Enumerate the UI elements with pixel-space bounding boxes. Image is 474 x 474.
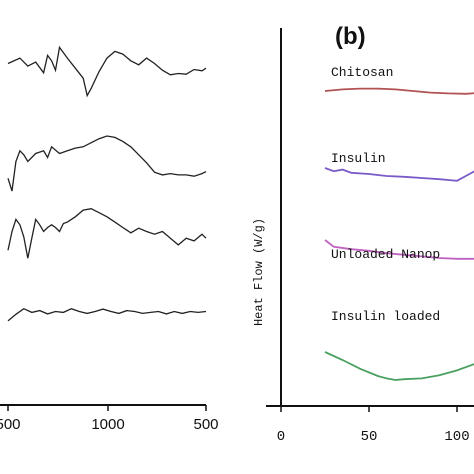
panel-a-series-line: [7, 45, 207, 98]
panel-b-label: (b): [335, 23, 366, 50]
panel-a-series-line: [7, 307, 207, 322]
panel-b-series-label: Unloaded Nanop: [331, 247, 440, 262]
panel-b-x-tick-label: 50: [361, 429, 378, 445]
panel-b-series-label: Insulin loaded: [331, 309, 440, 324]
panel-b-series-line: [324, 351, 474, 381]
panel-b-series-line: [324, 87, 474, 95]
panel-a-x-tick-label: 1000: [91, 416, 124, 433]
panel-b-series-label: Insulin: [331, 151, 386, 166]
panel-a-series-line: [7, 135, 207, 192]
panel-b-x-ticks: 0 50 100: [277, 406, 470, 445]
panel-b-x-tick-label: 100: [444, 429, 469, 445]
panel-b-series-labels: Chitosan Insulin Unloaded Nanop Insulin loa…: [331, 65, 440, 324]
panel-a-x-ticks: 500 1000 500: [0, 405, 219, 433]
panel-b-series-label: Chitosan: [331, 65, 393, 80]
panel-a-series-line: [7, 208, 207, 259]
panel-a: 500 1000 500: [0, 45, 219, 433]
panel-b-series-line: [324, 239, 474, 260]
panel-b-y-axis-label: Heat Flow (W/g): [252, 218, 266, 326]
panel-a-series: [7, 45, 207, 322]
panel-b: (b) Heat Flow (W/g) 0 50 100 Chitosan Insul…: [252, 23, 474, 445]
panel-b-series: [324, 87, 474, 381]
panel-a-x-tick-label: 500: [193, 416, 218, 433]
panel-b-axes: [266, 28, 474, 407]
panel-b-series-line: [324, 167, 474, 182]
panel-a-x-tick-label: 500: [0, 416, 21, 433]
panel-b-x-tick-label: 0: [277, 429, 285, 445]
